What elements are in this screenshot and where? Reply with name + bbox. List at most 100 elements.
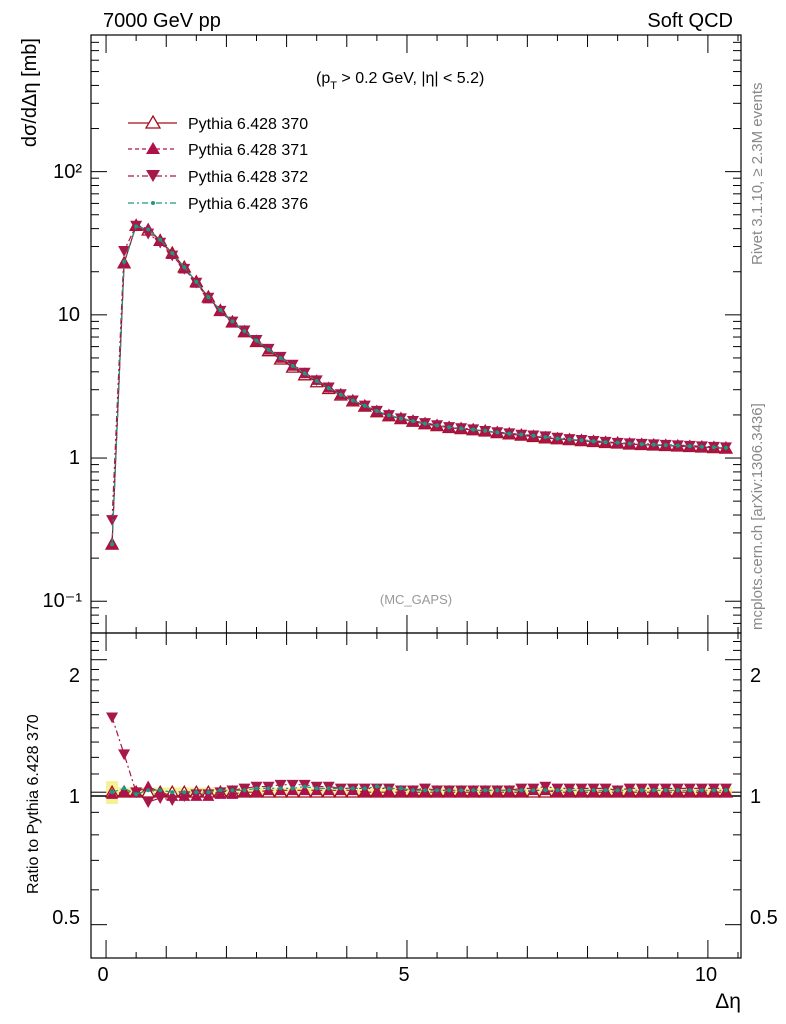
data-point — [591, 439, 596, 444]
analysis-watermark: (MC_GAPS) — [380, 592, 452, 607]
ratio-point — [154, 793, 167, 805]
ratio-point — [338, 786, 343, 791]
data-point — [603, 440, 608, 445]
data-point — [543, 435, 548, 440]
data-point — [471, 427, 476, 432]
x-axis-label: Δη — [715, 990, 741, 1013]
y-tick-label-10: 10 — [58, 304, 80, 326]
ratio-point — [146, 788, 151, 793]
data-point — [651, 442, 656, 447]
ratio-point — [591, 788, 596, 793]
ratio-point — [483, 788, 488, 793]
data-point — [266, 347, 271, 352]
ratio-y-axis-label: Ratio to Pythia 6.428 370 — [25, 714, 42, 894]
ratio-point — [274, 779, 287, 791]
ratio-point — [615, 788, 620, 793]
data-point — [254, 338, 259, 343]
data-point — [218, 308, 223, 313]
data-point — [278, 355, 283, 360]
data-point — [302, 371, 307, 376]
ratio-point — [218, 788, 223, 793]
legend-marker-371 — [146, 142, 160, 154]
main-y-ticks — [91, 34, 741, 634]
rivet-label: Rivet 3.1.10, ≥ 2.3M events — [749, 83, 766, 266]
data-point — [386, 413, 391, 418]
main-y-axis-label: dσ/dΔη [mb] — [19, 38, 41, 147]
ratio-point — [194, 790, 199, 795]
ratio-point — [290, 786, 295, 791]
ratio-y-tick-labels: 0.5 1 2 — [52, 665, 80, 929]
data-point — [435, 423, 440, 428]
ratio-line — [111, 717, 726, 803]
ratio-point — [370, 783, 383, 795]
ratio-point — [242, 788, 247, 793]
legend-label-370: Pythia 6.428 370 — [188, 116, 308, 133]
ratio-y-ticks — [91, 640, 741, 926]
ratio-point — [266, 786, 271, 791]
data-point — [410, 419, 415, 424]
x-tick-label-10: 10 — [695, 964, 717, 986]
data-point — [459, 426, 464, 431]
series-3 — [110, 224, 728, 547]
data-point — [663, 443, 668, 448]
y-tick-label-1: 1 — [69, 447, 80, 469]
data-point — [495, 430, 500, 435]
data-point — [507, 431, 512, 436]
data-point — [106, 515, 119, 526]
data-point — [687, 444, 692, 449]
ratio-point — [278, 786, 283, 791]
ratio-point — [134, 792, 139, 797]
legend-entry-371: Pythia 6.428 371 — [128, 142, 308, 159]
data-point — [639, 442, 644, 447]
data-point — [314, 379, 319, 384]
data-point — [350, 398, 355, 403]
ratio-point — [142, 797, 155, 808]
x-tick-label-0: 0 — [97, 964, 108, 986]
ratio-line — [111, 785, 726, 797]
ratio-point — [374, 784, 379, 789]
ratio-point — [118, 786, 131, 797]
ratio-point — [410, 788, 415, 793]
legend-marker-372 — [146, 170, 160, 182]
ratio-point — [543, 788, 548, 793]
ratio-point — [314, 786, 319, 791]
ratio-tick-label-2: 2 — [69, 665, 80, 687]
main-y-tick-labels: 10⁻¹ 1 10 10² — [43, 161, 83, 612]
cut-label: (pT > 0.2 GeV, |η| < 5.2) — [316, 70, 484, 92]
legend-entry-372: Pythia 6.428 372 — [128, 169, 308, 186]
y-tick-label-0p1: 10⁻¹ — [43, 590, 83, 612]
ratio-point — [350, 786, 355, 791]
ratio-point — [663, 788, 668, 793]
ratio-point — [471, 788, 476, 793]
legend-label-371: Pythia 6.428 371 — [188, 142, 308, 159]
ratio-point — [166, 795, 179, 806]
ratio-point — [495, 788, 500, 793]
data-point — [447, 425, 452, 430]
ratio-tick-label-1: 1 — [69, 786, 80, 808]
ratio-point — [567, 788, 572, 793]
series-layer — [104, 218, 734, 550]
legend: Pythia 6.428 370 Pythia 6.428 371 Pythia… — [128, 114, 308, 213]
legend-marker-376 — [151, 201, 155, 205]
data-point — [326, 386, 331, 391]
ratio-point — [531, 788, 536, 793]
ratio-point — [206, 790, 211, 795]
ratio-point — [675, 788, 680, 793]
data-point — [579, 438, 584, 443]
data-point — [374, 409, 379, 414]
ratio-point — [687, 788, 692, 793]
ratio-point — [182, 790, 187, 795]
data-point — [675, 443, 680, 448]
ratio-point — [122, 786, 127, 791]
x-tick-labels: 0 5 10 — [97, 964, 717, 986]
data-point — [567, 437, 572, 442]
data-point — [723, 445, 728, 450]
energy-title: 7000 GeV pp — [103, 10, 221, 32]
ratio-tick-label-0p5: 0.5 — [52, 907, 80, 929]
ratio-point — [699, 788, 704, 793]
ratio-point — [118, 749, 131, 761]
ratio-point — [651, 788, 656, 793]
series-line — [111, 224, 726, 520]
data-point — [158, 237, 163, 242]
